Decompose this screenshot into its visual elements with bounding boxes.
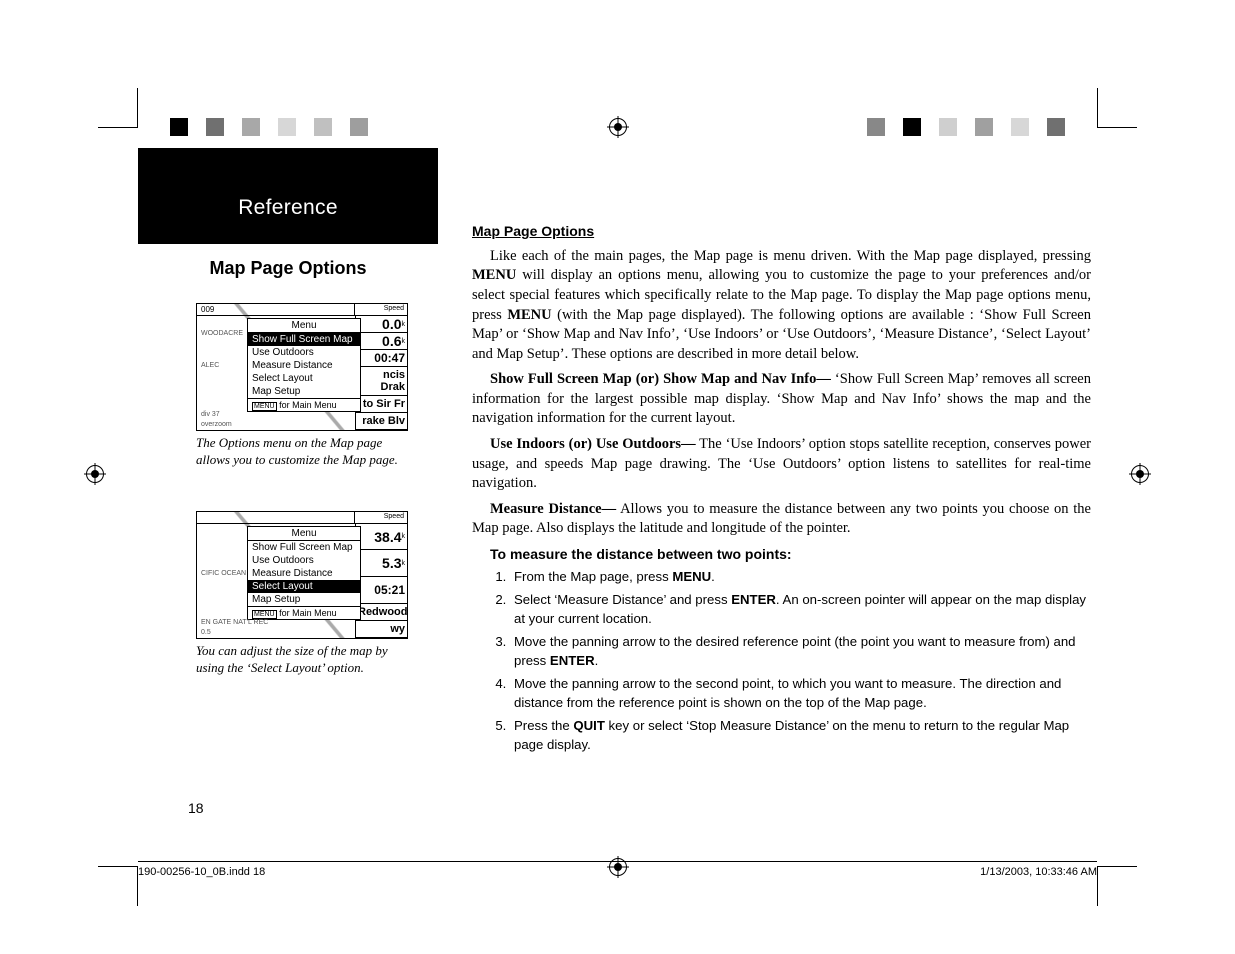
color-swatch — [296, 118, 314, 136]
paragraph-measure-distance: Measure Distance— Allows you to measure … — [472, 500, 1091, 539]
steps-heading: To measure the distance between two poin… — [490, 545, 1091, 564]
color-swatch — [278, 118, 296, 136]
step-item: Move the panning arrow to the second poi… — [510, 675, 1091, 712]
paragraph-intro: Like each of the main pages, the Map pag… — [472, 247, 1091, 364]
color-swatch — [242, 118, 260, 136]
figure-1-caption: The Options menu on the Map page allows … — [196, 435, 424, 469]
color-swatch — [831, 118, 849, 136]
right-column: Map Page Options Like each of the main p… — [438, 148, 1097, 846]
color-swatch — [1029, 118, 1047, 136]
color-swatch — [867, 118, 885, 136]
color-swatch — [206, 118, 224, 136]
color-swatch — [1011, 118, 1029, 136]
color-swatch — [849, 118, 867, 136]
color-bar-right — [831, 118, 1065, 136]
footer-right: 1/13/2003, 10:33:46 AM — [980, 866, 1097, 878]
body-heading: Map Page Options — [472, 222, 1091, 241]
print-footer: 190-00256-10_0B.indd 18 1/13/2003, 10:33… — [138, 861, 1097, 878]
crop-mark-br — [1097, 866, 1137, 906]
color-swatch — [260, 118, 278, 136]
step-item: Move the panning arrow to the desired re… — [510, 633, 1091, 670]
gps-screenshot-2: Speed38.4k5.3k05:21RedwoodwyMenuShow Ful… — [196, 511, 408, 639]
step-item: Press the QUIT key or select ‘Stop Measu… — [510, 717, 1091, 754]
gps-screenshot-1: 009Speed0.0k0.6k00:47ncis Drakto Sir Frr… — [196, 303, 408, 431]
footer-left: 190-00256-10_0B.indd 18 — [138, 866, 265, 878]
registration-mark-left — [86, 465, 104, 483]
color-swatch — [939, 118, 957, 136]
color-swatch — [314, 118, 332, 136]
color-swatch — [332, 118, 350, 136]
color-swatch — [1047, 118, 1065, 136]
left-column: Reference Map Page Options 009Speed0.0k0… — [138, 148, 438, 846]
color-bar-left — [170, 118, 404, 136]
color-swatch — [224, 118, 242, 136]
page-number: 18 — [188, 800, 204, 816]
figure-2-caption: You can adjust the size of the map by us… — [196, 643, 424, 677]
color-swatch — [921, 118, 939, 136]
step-item: From the Map page, press MENU. — [510, 568, 1091, 586]
paragraph-show-full-screen: Show Full Screen Map (or) Show Map and N… — [472, 370, 1091, 429]
color-swatch — [885, 118, 903, 136]
section-subtitle: Map Page Options — [138, 258, 438, 279]
color-swatch — [350, 118, 368, 136]
color-swatch — [903, 118, 921, 136]
color-swatch — [368, 118, 386, 136]
color-swatch — [170, 118, 188, 136]
steps-list: From the Map page, press MENU. Select ‘Me… — [510, 568, 1091, 754]
color-swatch — [386, 118, 404, 136]
crop-mark-tl — [98, 88, 138, 128]
step-item: Select ‘Measure Distance’ and press ENTE… — [510, 591, 1091, 628]
figure-1-wrap: 009Speed0.0k0.6k00:47ncis Drakto Sir Frr… — [138, 303, 438, 469]
registration-mark-top — [609, 118, 627, 136]
color-swatch — [957, 118, 975, 136]
color-swatch — [188, 118, 206, 136]
crop-mark-bl — [98, 866, 138, 906]
crop-mark-tr — [1097, 88, 1137, 128]
color-swatch — [975, 118, 993, 136]
section-title: Reference — [138, 196, 438, 220]
registration-mark-right — [1131, 465, 1149, 483]
figure-2-wrap: Speed38.4k5.3k05:21RedwoodwyMenuShow Ful… — [138, 511, 438, 677]
page-content: Reference Map Page Options 009Speed0.0k0… — [138, 148, 1097, 846]
paragraph-use-indoors: Use Indoors (or) Use Outdoors— The ‘Use … — [472, 435, 1091, 494]
color-swatch — [993, 118, 1011, 136]
section-header-box: Reference — [138, 148, 438, 244]
